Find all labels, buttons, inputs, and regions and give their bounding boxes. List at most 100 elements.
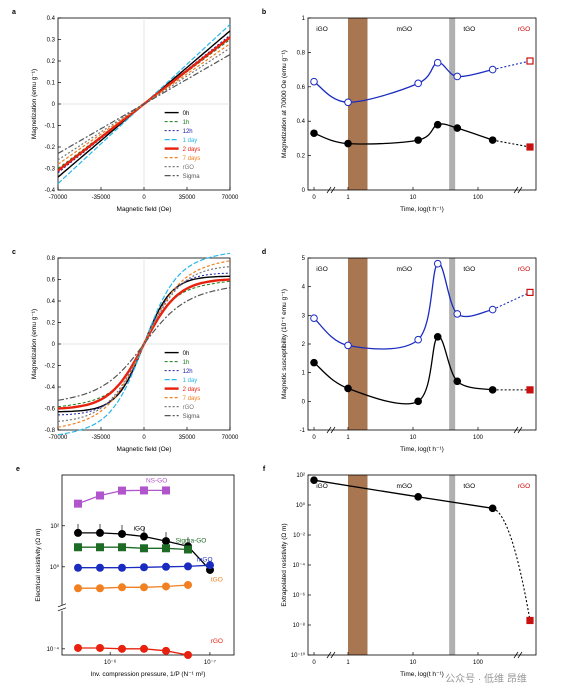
series-label: tGO — [211, 576, 223, 583]
data-point — [433, 58, 442, 67]
data-point — [414, 136, 422, 144]
y-tick-label: 0.1 — [47, 81, 56, 87]
region-label: rGO — [518, 483, 530, 490]
region-label: tGO — [463, 26, 475, 33]
legend-label: 0h — [183, 111, 190, 117]
data-point — [414, 397, 422, 406]
x-axis-label: Magnetic field (Oe) — [117, 206, 172, 213]
rGO-point — [526, 143, 534, 151]
legend-label: 2 days — [183, 147, 201, 153]
rGO-point — [526, 288, 534, 296]
y-tick-label: 10⁰ — [296, 502, 306, 509]
y-axis-label: Magnetization at 70000 Oe (emu g⁻¹) — [281, 50, 288, 158]
y-tick-label: 0.3 — [47, 38, 56, 44]
y-tick-label: -0.2 — [45, 145, 56, 151]
y-tick-label: -0.4 — [45, 385, 56, 391]
legend-label: rGO — [183, 405, 195, 411]
data-point — [310, 476, 318, 485]
data-point — [453, 124, 462, 132]
panel-letter: b — [262, 9, 266, 16]
data-point — [310, 77, 318, 86]
x-tick-label: 10 — [410, 195, 417, 201]
axis-break — [513, 651, 519, 659]
data-point — [453, 377, 462, 386]
y-tick-label: 0.4 — [47, 299, 56, 305]
x-axis-label: Time, log(t h⁻¹) — [400, 446, 444, 453]
x-tick-label: 10 — [410, 435, 417, 441]
series-label: NS-GO — [146, 477, 167, 484]
series-line — [78, 584, 189, 589]
tGO-band — [449, 258, 456, 430]
data-point — [118, 486, 126, 495]
x-tick-label: 100 — [473, 435, 484, 441]
y-tick-label: 0.6 — [297, 85, 306, 91]
legend-label: 0h — [183, 351, 190, 357]
plot-frame — [61, 474, 235, 656]
axis-break — [513, 186, 519, 194]
x-axis-label: Inv. compression pressure, 1/P (N⁻¹ m²) — [91, 671, 206, 678]
region-label: mGO — [397, 26, 413, 33]
data-point — [162, 544, 170, 553]
y-tick-label: 0.4 — [297, 119, 306, 125]
y-tick-label: 0.2 — [47, 321, 56, 327]
region-label: iGO — [316, 266, 328, 273]
y-tick-label: 10⁰ — [50, 564, 60, 571]
y-tick-label: 0 — [302, 399, 306, 405]
panel-letter: f — [263, 466, 266, 473]
x-tick-label: 0 — [142, 435, 146, 441]
axis-break — [330, 651, 336, 659]
panel-letter: d — [262, 249, 266, 256]
data-point — [310, 358, 318, 367]
x-axis-label: Magnetic field (Oe) — [117, 446, 172, 453]
y-tick-label: 0.4 — [47, 16, 56, 22]
y-tick-label: 10⁻² — [293, 533, 305, 539]
y-axis-label: Electrical resistivity (Ω m) — [35, 528, 42, 601]
y-tick-label: -0.3 — [45, 167, 56, 173]
x-tick-label: -35000 — [92, 195, 111, 201]
data-point — [118, 644, 126, 653]
panel-c: -70000 -35000 0 35000 70000 -0.8 -0.6 -0.4 -0.2 0… — [12, 249, 239, 453]
series-extrapolation — [492, 60, 531, 71]
data-point — [74, 543, 82, 552]
data-point — [162, 486, 170, 495]
series-extrapolation — [492, 507, 531, 621]
legend-label: Sigma — [183, 414, 201, 420]
mGO-band — [348, 18, 368, 190]
axis-break — [57, 607, 67, 612]
data-point — [184, 580, 192, 589]
data-point — [453, 72, 462, 81]
data-point — [96, 643, 104, 652]
data-point — [310, 314, 318, 323]
rGO-point — [526, 616, 534, 625]
data-point — [118, 563, 126, 572]
region-label: iGO — [316, 26, 328, 33]
series-curve — [313, 263, 493, 350]
x-axis-label: Time, log(t h⁻¹) — [400, 206, 444, 213]
data-point — [414, 79, 422, 88]
y-tick-label: 0.6 — [47, 278, 56, 284]
data-point — [184, 545, 192, 554]
y-tick-label: 0.2 — [47, 59, 56, 65]
data-point — [433, 333, 442, 341]
y-tick-label: -0.8 — [45, 428, 56, 434]
axis-break — [513, 426, 519, 434]
series-curve — [313, 123, 493, 145]
region-label: mGO — [397, 266, 413, 273]
data-point — [140, 486, 148, 495]
x-tick-label: 0 — [312, 195, 316, 201]
y-tick-label: 5 — [302, 256, 306, 262]
data-point — [310, 129, 318, 138]
mGO-band — [348, 258, 368, 430]
plot-frame — [307, 17, 537, 191]
axis-break — [326, 426, 332, 434]
y-tick-label: -0.1 — [45, 124, 56, 130]
data-point — [162, 582, 170, 591]
axis-break — [330, 186, 336, 194]
y-tick-label: 10⁻¹⁰ — [291, 652, 306, 659]
y-tick-label: -0.6 — [45, 407, 56, 413]
data-point — [162, 562, 170, 571]
y-axis-label: Extrapolated resistivity (Ω m) — [281, 523, 288, 606]
panel-a: -70000 -35000 0 35000 70000 -0.4 -0.3 -0.2 -0.1 0… — [12, 9, 239, 213]
data-point — [74, 584, 82, 593]
data-point — [344, 341, 352, 350]
